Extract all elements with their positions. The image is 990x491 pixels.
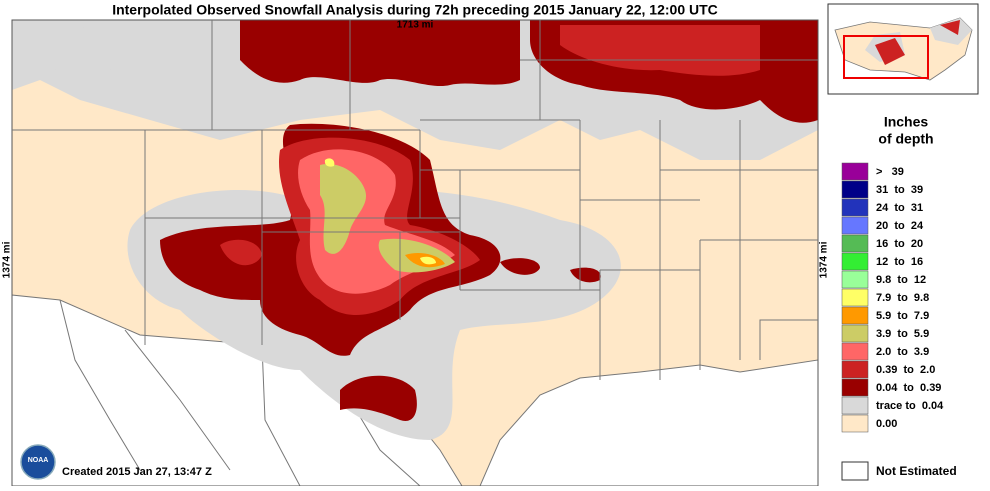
legend-swatch (841, 216, 869, 235)
legend-label: 0.39 to 2.0 (876, 364, 935, 376)
legend-swatch (841, 288, 869, 307)
snowfall-area (420, 256, 436, 265)
legend-swatch (841, 378, 869, 397)
legend-label: 5.9 to 7.9 (876, 310, 929, 322)
legend-label: 20 to 24 (876, 220, 924, 232)
legend-label: 0.04 to 0.39 (876, 382, 941, 394)
created-label: Created 2015 Jan 27, 13:47 Z (62, 466, 212, 478)
legend-label: 3.9 to 5.9 (876, 328, 929, 340)
legend-swatch (841, 342, 869, 361)
height-label: 1374 mi (2, 241, 13, 278)
map-area (11, 19, 819, 487)
legend-label: 12 to 16 (876, 256, 923, 268)
snowfall-area (500, 258, 540, 275)
legend-swatch (841, 198, 869, 217)
snowfall-area (220, 239, 262, 266)
legend-label: 0.00 (876, 418, 897, 430)
legend: > 39 31 to 39 24 to 31 20 to 24 16 to 20 12 t… (841, 162, 944, 433)
logo-text: NOAA (28, 457, 49, 464)
width-label: 1713 mi (397, 20, 434, 31)
legend-swatch (841, 234, 869, 253)
legend-label: > 39 (876, 166, 904, 178)
snowfall-area (340, 375, 417, 421)
noaa-logo: NOAA (20, 444, 56, 480)
snowfall-area (560, 25, 760, 76)
legend-label: 2.0 to 3.9 (876, 346, 929, 358)
legend-label: trace to 0.04 (876, 400, 944, 412)
legend-label: 9.8 to 12 (876, 274, 926, 286)
legend-title: of depth (878, 131, 933, 147)
title: Interpolated Observed Snowfall Analysis … (112, 2, 718, 18)
legend-swatch (841, 252, 869, 271)
legend-swatch (841, 360, 869, 379)
inset-map (827, 3, 979, 95)
snowfall-area (240, 20, 520, 87)
not-estimated-swatch (841, 461, 869, 481)
legend-swatch (841, 396, 869, 415)
state-borders (12, 20, 818, 380)
snowfall-area (320, 164, 367, 254)
legend-title: Inches (884, 114, 929, 130)
legend-label: 31 to 39 (876, 184, 923, 196)
legend-label: 16 to 20 (876, 238, 923, 250)
height-label: 1374 mi (819, 241, 830, 278)
logo-circle (20, 444, 56, 480)
legend-swatch (841, 324, 869, 343)
inset-snow (875, 20, 960, 65)
inset-region (843, 35, 929, 79)
mexico-border (59, 299, 421, 487)
legend-swatch (841, 180, 869, 199)
legend-label: 24 to 31 (876, 202, 923, 214)
legend-label: 7.9 to 9.8 (876, 292, 929, 304)
not-estimated-label: Not Estimated (876, 464, 957, 478)
snowfall-area (40, 24, 120, 75)
legend-swatch (841, 270, 869, 289)
legend-swatch (841, 162, 869, 181)
legend-swatch (841, 414, 869, 433)
legend-swatch (841, 306, 869, 325)
snowfall-area (570, 267, 601, 283)
snowfall-area (324, 158, 335, 167)
